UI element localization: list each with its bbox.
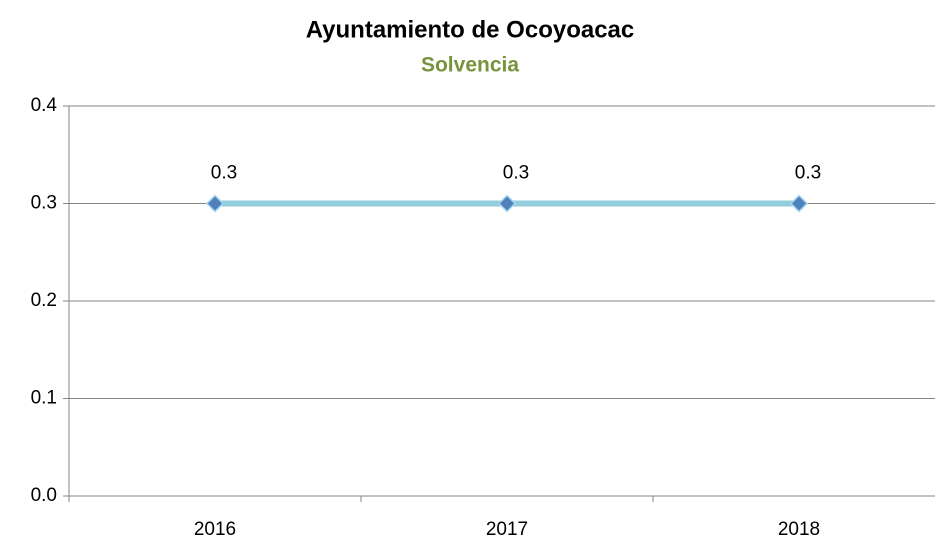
chart-subtitle: Solvencia: [421, 54, 519, 77]
y-tick-label: 0.1: [31, 388, 57, 409]
y-tick-label: 0.2: [31, 290, 57, 311]
data-label: 0.3: [795, 163, 821, 184]
x-tick-label: 2018: [778, 519, 820, 540]
y-tick-label: 0.3: [31, 193, 57, 214]
data-label: 0.3: [211, 163, 237, 184]
data-label: 0.3: [503, 163, 529, 184]
x-tick-label: 2017: [486, 519, 528, 540]
y-tick-label: 0.4: [31, 95, 58, 116]
x-tick-label: 2016: [194, 519, 236, 540]
chart-title: Ayuntamiento de Ocoyoacac: [306, 16, 635, 43]
data-point: [789, 194, 809, 213]
data-point: [205, 194, 225, 213]
y-tick-label: 0.0: [31, 485, 57, 506]
data-point: [497, 194, 517, 213]
